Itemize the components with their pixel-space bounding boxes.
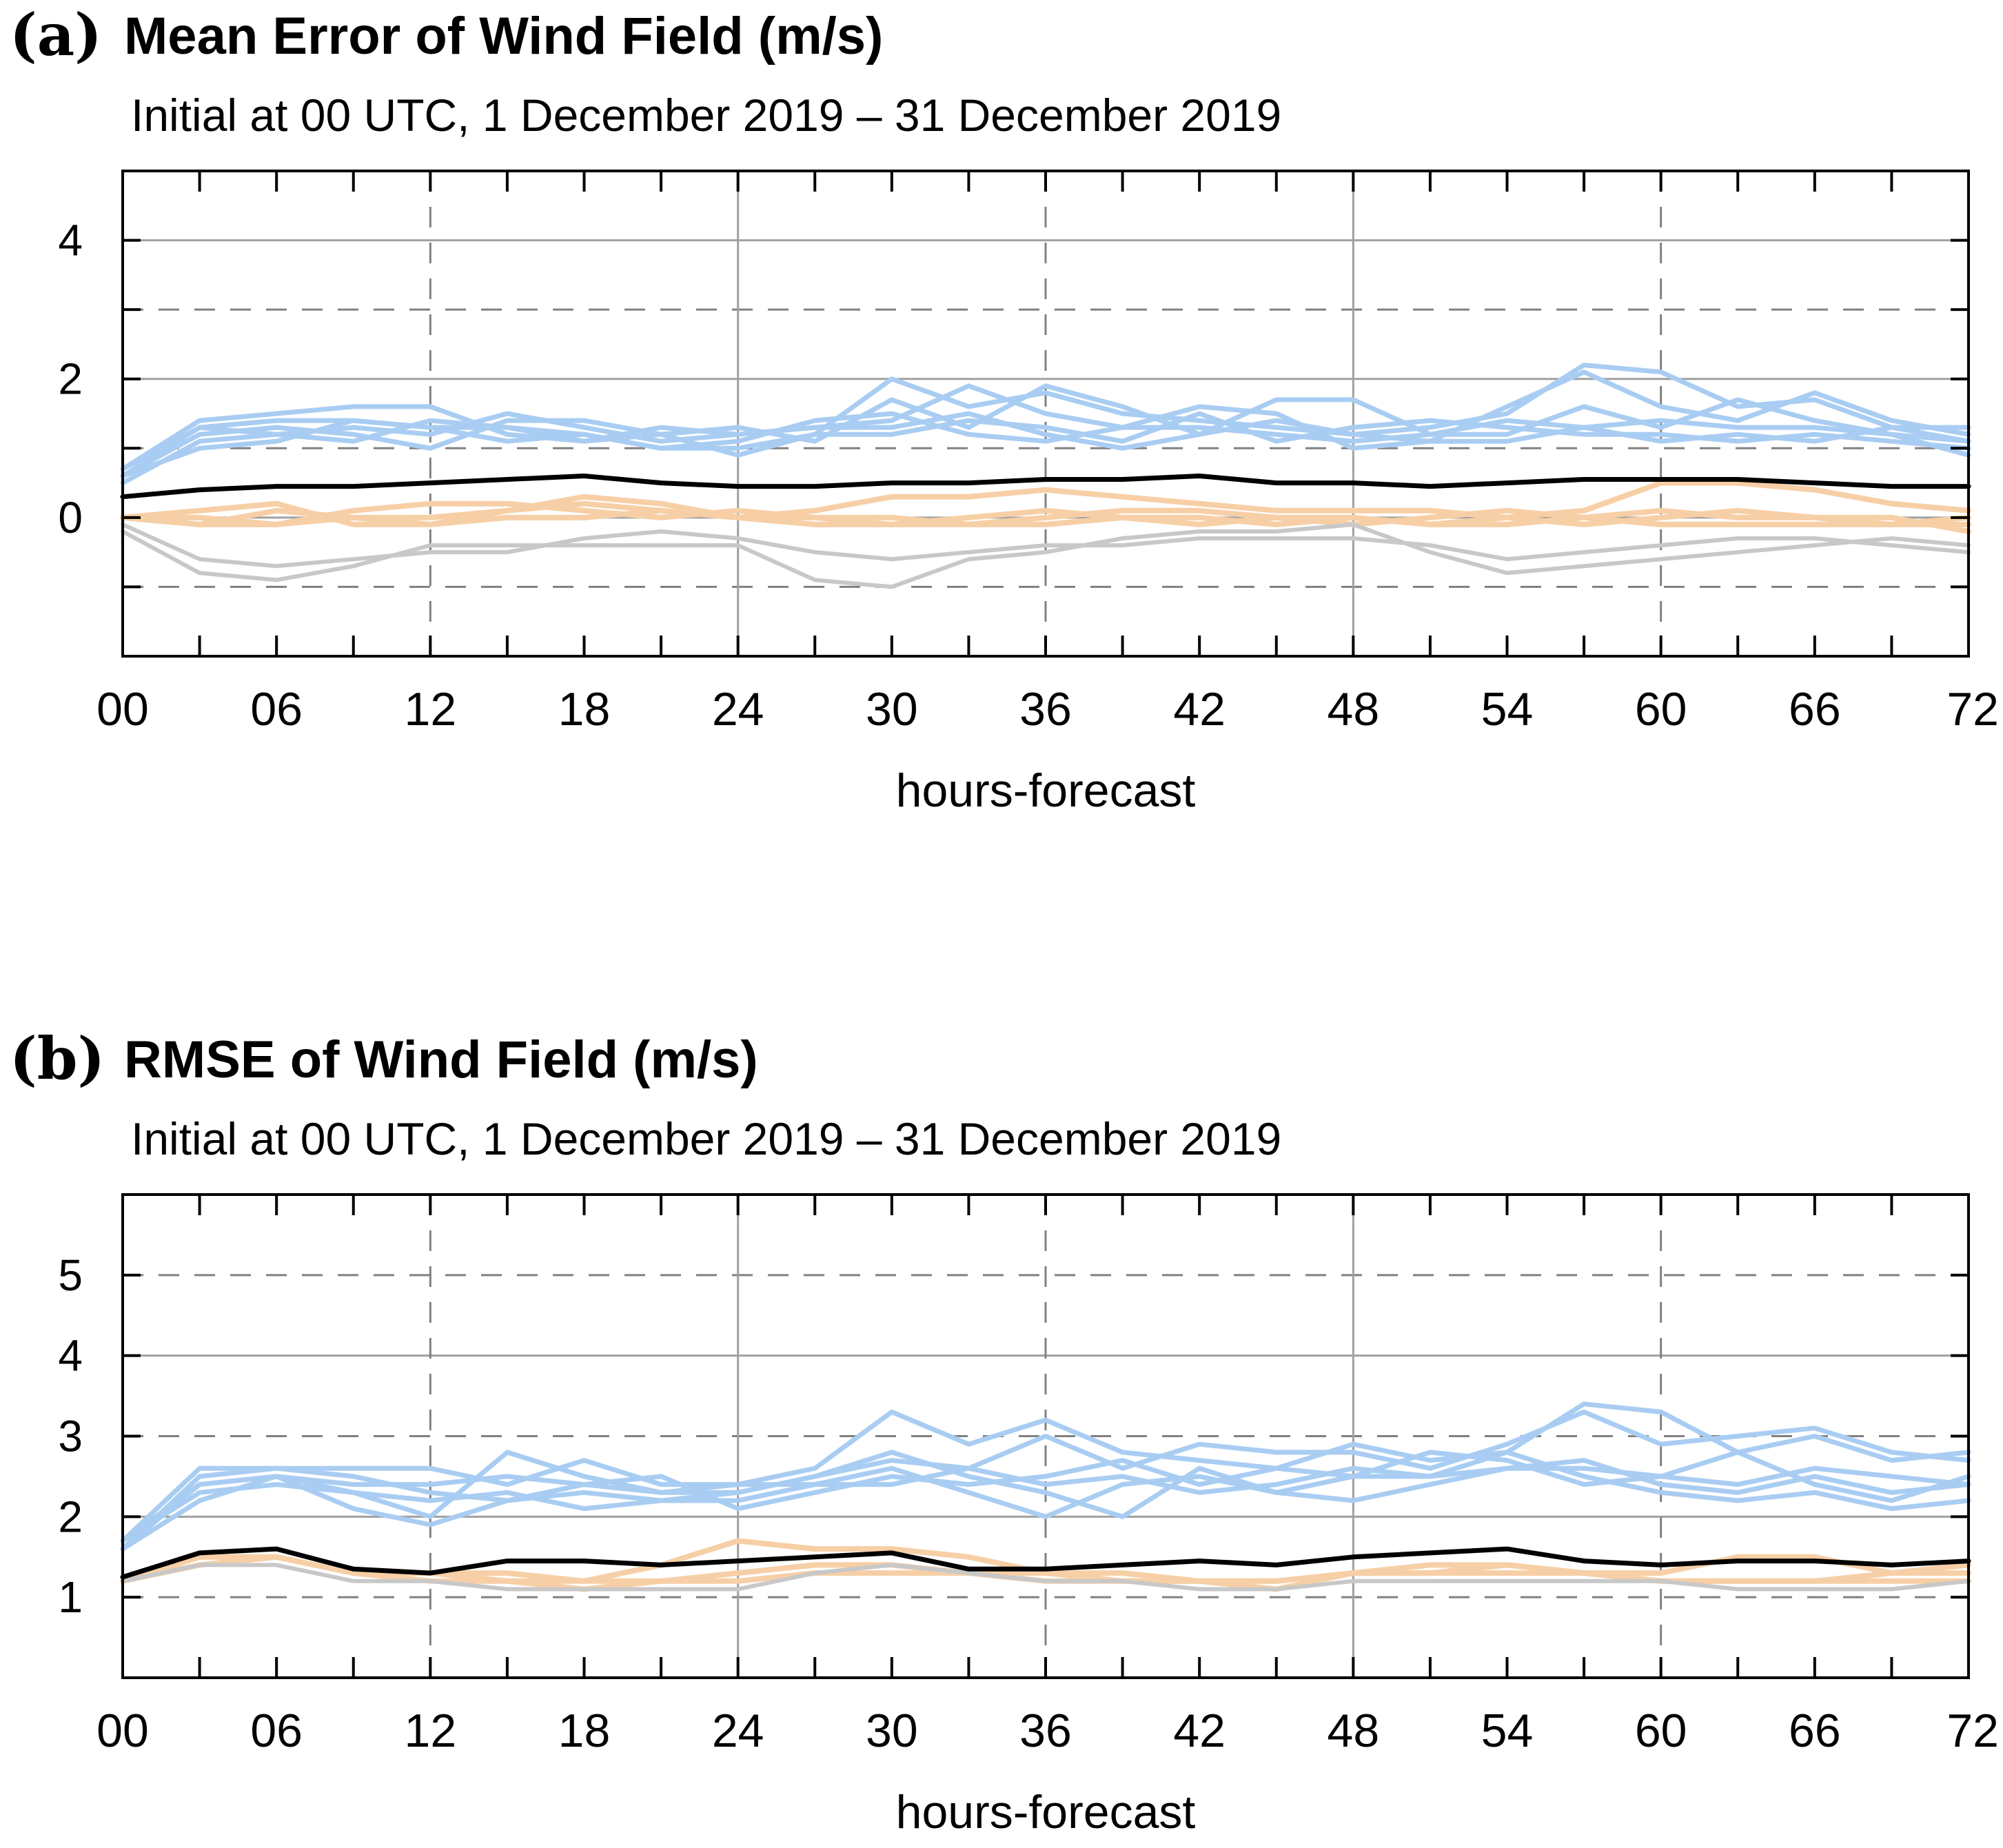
x-tick-label: 72 xyxy=(1946,1705,1999,1757)
y-tick-label: 1 xyxy=(58,1572,83,1622)
series-line-gray-9 xyxy=(121,1563,1971,1592)
y-tick-label: 2 xyxy=(58,354,83,404)
panel-label: (a) xyxy=(10,1,102,69)
x-tick-label: 42 xyxy=(1173,1705,1226,1757)
y-tick-label: 4 xyxy=(58,216,83,265)
x-tick-label: 54 xyxy=(1481,683,1534,735)
x-tick-label: 00 xyxy=(96,683,149,735)
chart-title: Mean Error of Wind Field (m/s) xyxy=(124,7,883,65)
series-line-blue-4 xyxy=(120,411,1971,478)
x-tick-label: 42 xyxy=(1173,683,1226,735)
series-line-blue-3 xyxy=(120,411,1971,478)
series-line-orange-8 xyxy=(120,500,1971,534)
x-tick-label: 12 xyxy=(405,1705,457,1757)
series-line-blue-0 xyxy=(120,1401,1971,1543)
panel-label: (b) xyxy=(10,1024,105,1093)
series-line-blue-1 xyxy=(120,369,1971,486)
x-tick-label: 66 xyxy=(1789,683,1841,735)
x-tick-label: 18 xyxy=(558,1705,611,1757)
y-tick-label: 4 xyxy=(58,1331,83,1381)
x-tick-label: 18 xyxy=(558,683,611,735)
series-line-blue-2 xyxy=(120,1450,1971,1552)
chart-subtitle: Initial at 00 UTC, 1 December 2019 – 31 … xyxy=(131,90,1281,141)
series-line-blue-1 xyxy=(120,1409,1971,1552)
y-tick-label: 2 xyxy=(58,1492,83,1541)
x-tick-label: 36 xyxy=(1019,683,1072,735)
x-tick-label: 06 xyxy=(250,1705,303,1757)
series-line-gray-10 xyxy=(121,522,1971,589)
x-axis-title: hours-forecast xyxy=(896,764,1196,817)
series-line-blue-2 xyxy=(120,383,1971,471)
y-tick-label: 0 xyxy=(58,493,83,542)
x-tick-label: 24 xyxy=(712,1705,764,1757)
x-axis-title: hours-forecast xyxy=(896,1786,1196,1838)
panel-a: (a) Mean Error of Wind Field (m/s) Initial… xyxy=(10,1,1999,817)
x-tick-label: 24 xyxy=(712,683,764,735)
series-line-gray-11 xyxy=(121,522,1971,569)
y-tick-label: 5 xyxy=(58,1250,83,1300)
series-line-orange-9 xyxy=(120,494,1971,527)
x-tick-label: 00 xyxy=(96,1705,149,1757)
x-tick-label: 30 xyxy=(866,1705,918,1757)
x-tick-label: 36 xyxy=(1019,1705,1072,1757)
series-line-black-10 xyxy=(120,1546,1971,1580)
x-tick-label: 12 xyxy=(405,683,457,735)
chart-title: RMSE of Wind Field (m/s) xyxy=(124,1030,758,1089)
x-tick-label: 30 xyxy=(866,683,918,735)
series-line-black-12 xyxy=(120,474,1971,500)
x-tick-label: 54 xyxy=(1481,1705,1534,1757)
series-line-blue-5 xyxy=(120,411,1971,471)
x-tick-label: 48 xyxy=(1328,683,1380,735)
series-line-blue-3 xyxy=(120,1450,1971,1543)
x-tick-label: 48 xyxy=(1328,1705,1380,1757)
x-tick-label: 72 xyxy=(1946,683,1999,735)
chart-subtitle: Initial at 00 UTC, 1 December 2019 – 31 … xyxy=(131,1113,1281,1164)
series-line-blue-5 xyxy=(120,1465,1971,1543)
panel-b: (b) RMSE of Wind Field (m/s) Initial at 00… xyxy=(10,1024,1999,1838)
series-line-orange-7 xyxy=(120,500,1971,527)
x-tick-label: 60 xyxy=(1635,1705,1687,1757)
x-tick-label: 66 xyxy=(1789,1705,1841,1757)
x-tick-label: 60 xyxy=(1635,683,1687,735)
y-tick-label: 3 xyxy=(58,1412,83,1461)
x-tick-label: 06 xyxy=(250,683,303,735)
